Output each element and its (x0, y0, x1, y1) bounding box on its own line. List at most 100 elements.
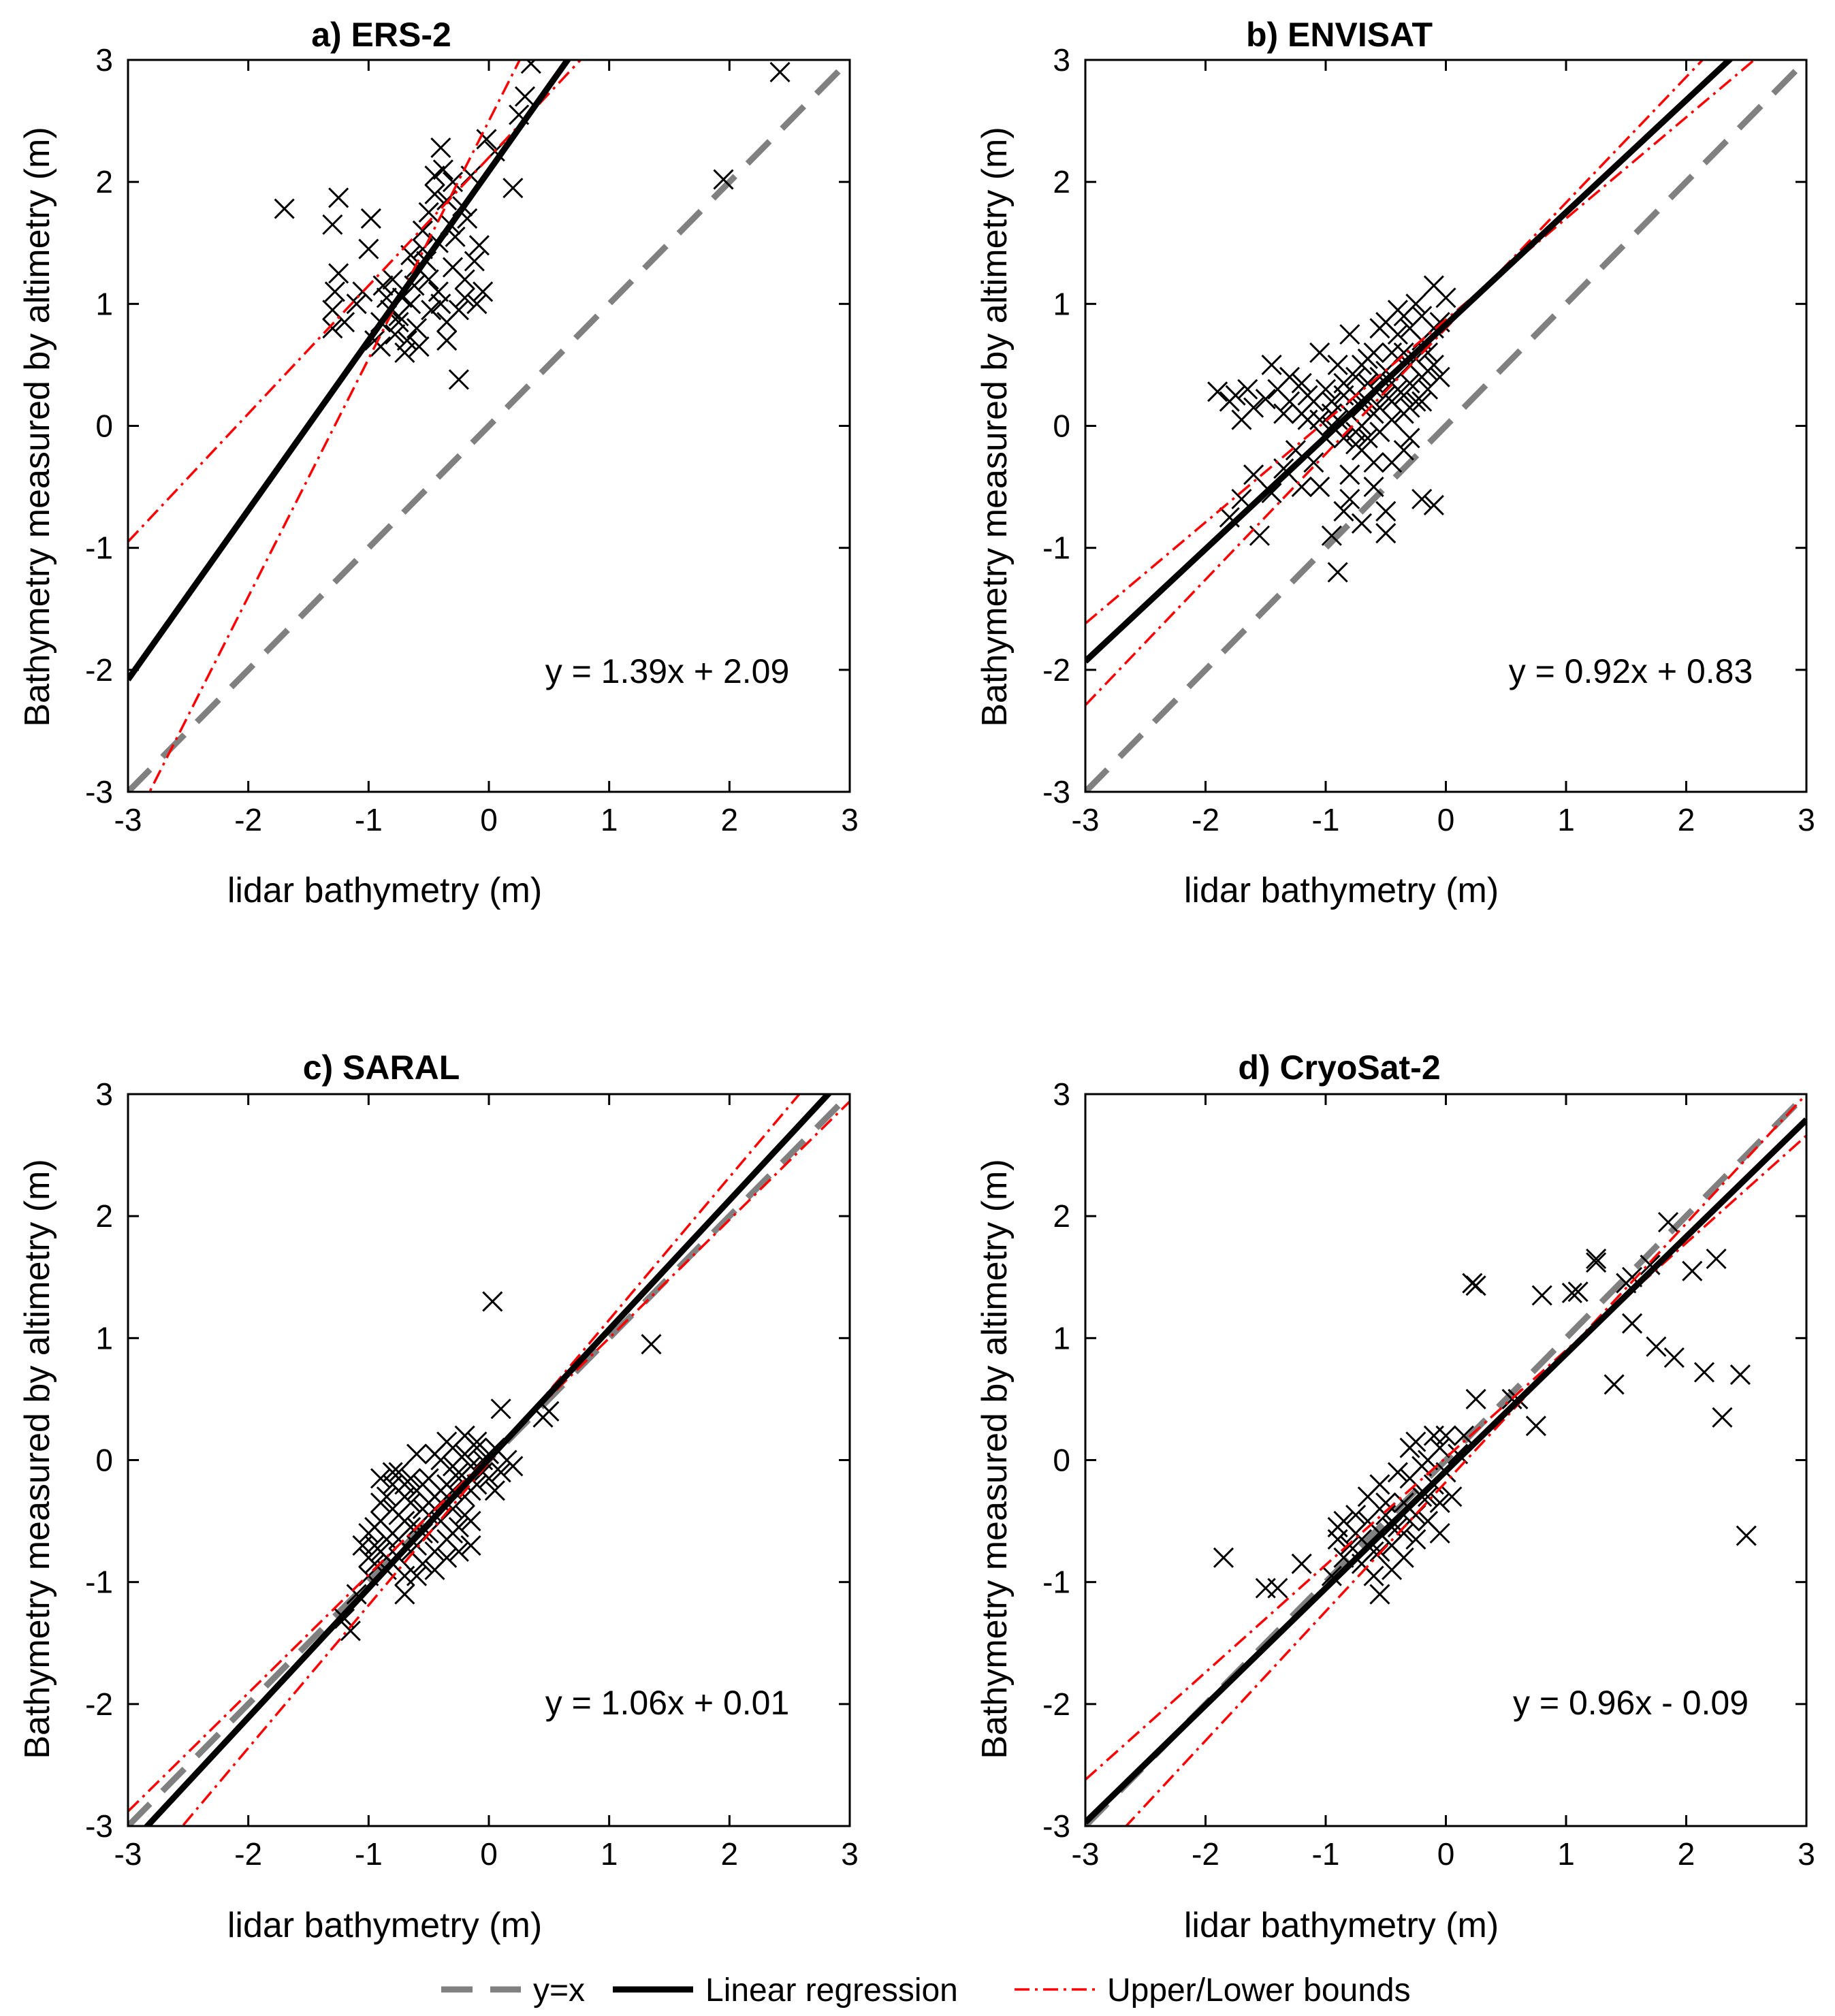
data-point (406, 1565, 428, 1586)
data-point (1640, 1254, 1661, 1275)
data-point (490, 1462, 511, 1483)
data-point (1321, 525, 1342, 546)
data-point (454, 269, 475, 290)
regression-equation: y = 1.06x + 0.01 (545, 1684, 790, 1722)
data-point (1375, 523, 1397, 544)
y-tick-label: -3 (1042, 1808, 1070, 1844)
data-point (1375, 500, 1397, 522)
regression-line (1085, 1117, 1806, 1825)
x-tick-label: 0 (1437, 802, 1455, 837)
data-point (1736, 1525, 1757, 1546)
x-tick-label: 1 (601, 802, 618, 837)
data-point (1309, 409, 1330, 430)
data-point (1363, 477, 1384, 498)
data-point (1429, 1522, 1450, 1544)
data-point (406, 318, 428, 339)
regression-line (1085, 60, 1734, 664)
panel-title: b) ENVISAT (1246, 16, 1433, 54)
data-point (1321, 391, 1342, 412)
data-point (340, 1620, 361, 1642)
x-tick-label: -3 (1072, 1836, 1100, 1872)
data-point (394, 1511, 415, 1532)
data-point (1712, 1407, 1733, 1428)
x-tick-label: 2 (721, 1836, 739, 1872)
data-point (1369, 1474, 1390, 1495)
x-tick-label: 1 (1557, 1836, 1575, 1872)
data-point (1345, 434, 1367, 455)
panel-d-cryosat2: d) CryoSat-2 y = 0.96x - 0.09 lidar bath… (975, 1049, 1815, 1945)
data-point (382, 1474, 403, 1495)
data-point (1255, 389, 1276, 410)
data-point (1333, 428, 1354, 449)
data-point (1429, 1437, 1450, 1458)
data-point (1435, 287, 1456, 308)
lower-bound-line (1124, 1094, 1806, 1826)
data-point (1291, 403, 1312, 424)
data-point (641, 1334, 662, 1355)
plot-area (1085, 60, 1806, 792)
data-point (1435, 1425, 1456, 1446)
data-point (1706, 1248, 1727, 1269)
data-point (396, 330, 417, 351)
y-tick-label: 3 (1053, 1076, 1070, 1112)
data-point (328, 263, 349, 284)
data-point (713, 169, 734, 190)
data-point (1382, 409, 1403, 430)
plot-area (128, 60, 850, 792)
data-point (1393, 1522, 1414, 1544)
data-point (418, 269, 439, 290)
data-point (1339, 324, 1360, 345)
upper-bound-line (128, 60, 583, 543)
plot-area (128, 1094, 850, 1826)
data-point (334, 312, 355, 333)
data-point (466, 293, 488, 315)
data-point (1213, 1547, 1234, 1568)
data-point (1567, 1281, 1589, 1302)
x-tick-label: 1 (601, 1836, 618, 1872)
y-tick-label: 3 (95, 1076, 113, 1112)
data-point (1375, 312, 1397, 333)
data-point (1423, 494, 1444, 516)
data-point (1333, 500, 1354, 522)
data-point (473, 281, 494, 302)
data-point (1387, 1462, 1408, 1483)
data-point (394, 342, 415, 364)
data-point (1417, 1486, 1439, 1507)
x-tick-label: -2 (234, 802, 262, 837)
data-point (1243, 464, 1264, 485)
data-point (1363, 1565, 1384, 1586)
data-point (448, 1541, 469, 1562)
y-tick-label: 1 (95, 286, 113, 321)
x-tick-label: 3 (1798, 1836, 1815, 1872)
data-point (1399, 397, 1420, 418)
data-point (442, 172, 464, 193)
y-tick-label: 1 (1053, 286, 1070, 321)
data-point (370, 1492, 392, 1514)
data-point (769, 61, 791, 82)
identity-line (1085, 60, 1806, 792)
data-point (421, 300, 442, 321)
data-point (409, 336, 430, 357)
regression-line (143, 1094, 833, 1826)
data-point (1525, 1415, 1546, 1437)
y-axis-label: Bathymetry measured by altimetry (m) (18, 127, 57, 726)
plot-area (1085, 1094, 1806, 1826)
data-point (1399, 428, 1420, 449)
data-point (1663, 1347, 1685, 1369)
data-point (1321, 1565, 1342, 1586)
data-point (482, 1291, 503, 1312)
data-point (1465, 1388, 1486, 1409)
y-axis-label: Bathymetry measured by altimetry (m) (18, 1159, 57, 1759)
data-point (1267, 1578, 1288, 1599)
y-tick-label: -1 (1042, 1565, 1070, 1600)
x-axis-label: lidar bathymetry (m) (227, 871, 542, 910)
y-tick-label: -2 (85, 652, 113, 688)
data-point (1291, 372, 1312, 394)
data-point (448, 300, 469, 321)
x-tick-label: 0 (1437, 1836, 1455, 1872)
x-tick-label: -1 (1312, 802, 1340, 837)
data-point (1279, 366, 1301, 387)
x-tick-label: -2 (234, 1836, 262, 1872)
data-point (1682, 1260, 1703, 1281)
y-tick-label: 2 (1053, 164, 1070, 199)
